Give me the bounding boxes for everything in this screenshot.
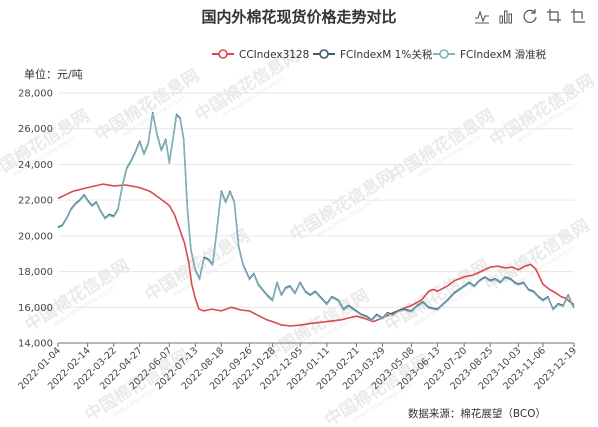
- bar-chart-icon[interactable]: [498, 8, 514, 24]
- legend-marker: [218, 49, 228, 59]
- y-tick-label: 28,000: [18, 89, 53, 100]
- watermark-brand: 中国棉花信息网: [286, 165, 398, 246]
- y-tick-label: 16,000: [18, 303, 53, 314]
- toolbox: [474, 8, 586, 24]
- y-tick-label: 14,000: [18, 339, 53, 350]
- series-line-3: [57, 112, 575, 322]
- legend-item-3[interactable]: FCIndexM 滑准税: [433, 48, 547, 61]
- source-note: 数据来源：棉花展望（BCO）: [408, 407, 546, 420]
- legend-item-2[interactable]: FCIndexM 1%关税: [313, 48, 433, 61]
- series-lines: [57, 111, 575, 327]
- watermark-brand: 中国棉花信息网: [481, 215, 593, 296]
- chart-title: 国内外棉花现货价格走势对比: [201, 8, 396, 26]
- legend-label: FCIndexM 1%关税: [340, 48, 433, 61]
- restore-icon[interactable]: [522, 8, 538, 24]
- legend-item-1[interactable]: CCIndex3128: [212, 49, 309, 61]
- line-chart-icon[interactable]: [474, 8, 490, 24]
- data-view-icon[interactable]: [546, 8, 562, 24]
- legend-marker: [319, 49, 329, 59]
- legend-label: FCIndexM 滑准税: [460, 48, 547, 61]
- watermark-brand: 中国棉花信息网: [91, 65, 203, 146]
- legend-marker: [439, 49, 449, 59]
- y-tick-label: 20,000: [18, 231, 53, 242]
- watermark-brand: 中国棉花信息网: [381, 255, 493, 336]
- y-tick-label: 24,000: [18, 160, 53, 171]
- legend: CCIndex3128 FCIndexM 1%关税 FCIndexM 滑准税: [212, 48, 547, 61]
- save-image-icon[interactable]: [570, 8, 586, 24]
- watermark-brand: 中国棉花信息网: [486, 70, 598, 151]
- legend-label: CCIndex3128: [239, 49, 309, 61]
- series-line-1: [57, 183, 575, 327]
- y-tick-label: 22,000: [18, 196, 53, 207]
- watermark-brand: 中国棉花信息网: [141, 225, 253, 306]
- y-axis-unit-label: 单位：元/吨: [24, 67, 83, 81]
- y-tick-label: 18,000: [18, 267, 53, 278]
- y-tick-label: 26,000: [18, 124, 53, 135]
- watermark-brand: 中国棉花信息网: [386, 105, 498, 186]
